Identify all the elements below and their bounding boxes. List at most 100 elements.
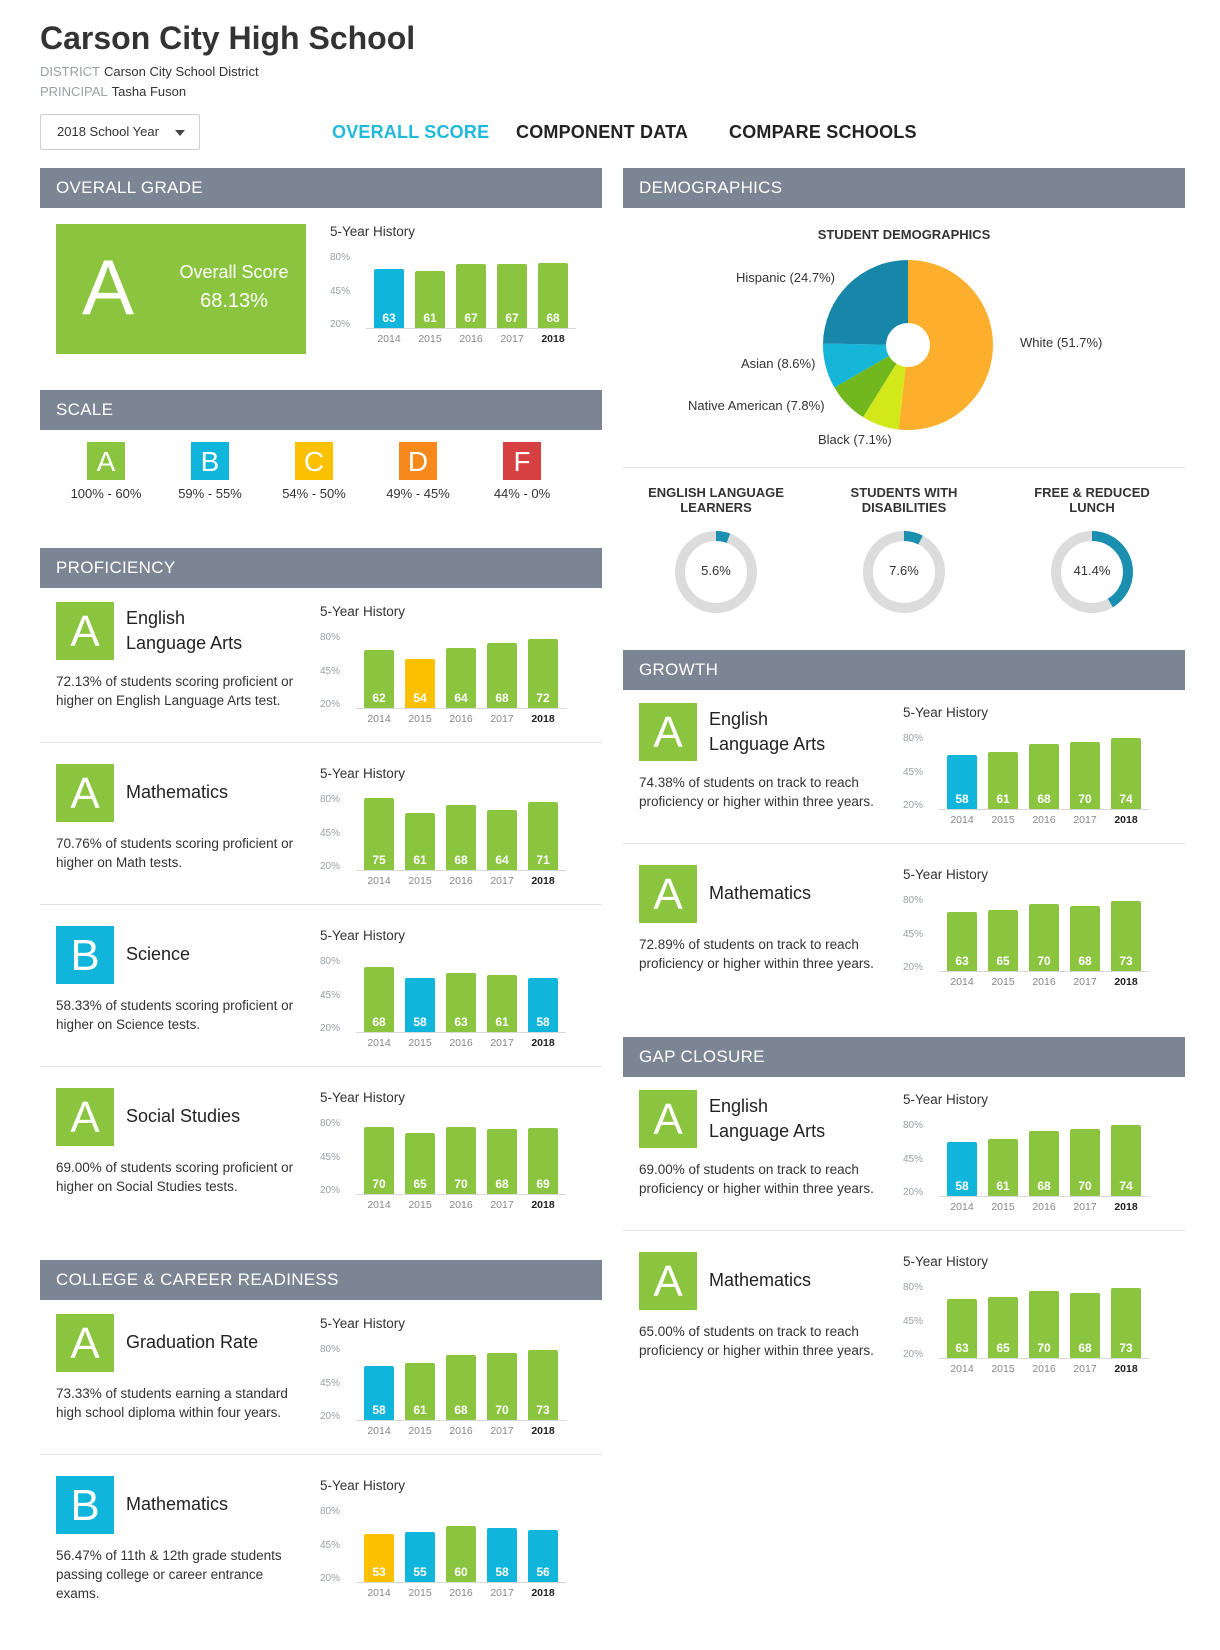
subject-grade-box: A bbox=[639, 703, 697, 761]
tab-component-data[interactable]: COMPONENT DATA bbox=[516, 122, 689, 142]
x-year-label: 2017 bbox=[1073, 976, 1097, 988]
x-year-label: 2017 bbox=[490, 713, 514, 725]
x-year-label: 2016 bbox=[449, 1425, 473, 1437]
caret-down-icon[interactable] bbox=[175, 130, 185, 136]
bar-value-label: 70 bbox=[1037, 954, 1051, 968]
y-tick-label: 45% bbox=[320, 666, 341, 677]
x-year-label: 2014 bbox=[367, 875, 391, 887]
donut-fill bbox=[1051, 531, 1133, 613]
subject-description: 58.33% of students scoring proficient or… bbox=[56, 998, 294, 1032]
history-bar: 70 bbox=[1070, 742, 1100, 809]
y-tick-label: 45% bbox=[320, 1540, 341, 1551]
y-tick-label: 45% bbox=[320, 828, 341, 839]
history-bar: 74 bbox=[1111, 1124, 1141, 1196]
history-title: 5-Year History bbox=[320, 766, 406, 781]
x-year-label: 2016 bbox=[1032, 1363, 1056, 1375]
pie-slice bbox=[863, 345, 908, 430]
subject-name: English Language Arts bbox=[126, 608, 243, 653]
tab-overall-score[interactable]: OVERALL SCORE bbox=[332, 122, 490, 142]
history-bar: 70 bbox=[487, 1353, 517, 1420]
row-divider bbox=[40, 1066, 602, 1067]
history-chart: 80% 45% 20% 53 2014 55 2015 60 2016 58 2017 56 2018 bbox=[320, 1502, 570, 1602]
chart-baseline bbox=[356, 1582, 566, 1583]
bar-value-label: 65 bbox=[996, 1341, 1010, 1355]
scale-item-c: C 54% - 50% bbox=[274, 442, 354, 501]
school-year-select[interactable]: 2018 School Year bbox=[40, 114, 200, 150]
bar-value-label: 74 bbox=[1119, 1178, 1133, 1193]
x-year-label: 2017 bbox=[490, 875, 514, 887]
tab-compare-schools[interactable]: COMPARE SCHOOLS bbox=[729, 122, 917, 142]
x-year-label: 2016 bbox=[1032, 976, 1056, 988]
pie-slice-label: Asian (8.6%) bbox=[741, 356, 816, 371]
pie-slice bbox=[823, 260, 908, 345]
bar-value-label: 75 bbox=[372, 853, 386, 867]
bar-value-label: 65 bbox=[996, 954, 1010, 968]
history-title: 5-Year History bbox=[903, 867, 989, 882]
bar-value-label: 58 bbox=[495, 1564, 509, 1579]
x-year-label: 2016 bbox=[1032, 1201, 1056, 1213]
x-year-label: 2014 bbox=[950, 976, 974, 988]
history-chart: 80% 45% 20% 75 2014 61 2015 68 2016 64 2017 71 2018 bbox=[320, 790, 570, 890]
history-bar: 61 bbox=[415, 270, 445, 328]
subject-description: 73.33% of students earning a standard hi… bbox=[56, 1386, 288, 1420]
row-divider bbox=[40, 742, 602, 743]
history-bar: 61 bbox=[405, 812, 435, 870]
pie-slice-label: Hispanic (24.7%) bbox=[736, 270, 835, 285]
demographics-header: DEMOGRAPHICS bbox=[623, 168, 1185, 208]
x-year-label: 2015 bbox=[991, 814, 1015, 826]
history-chart: 80% 45% 20% 63 2014 65 2015 70 2016 68 2017 73 2018 bbox=[903, 891, 1153, 991]
chart-baseline bbox=[356, 1032, 566, 1033]
history-chart: 80% 45% 20% 58 2014 61 2015 68 2016 70 2017 74 2018 bbox=[903, 1116, 1153, 1216]
x-year-label: 2017 bbox=[490, 1199, 514, 1211]
history-bar: 70 bbox=[1070, 1129, 1100, 1196]
subject-description: 72.13% of students scoring proficient or… bbox=[56, 674, 294, 708]
history-chart: 80% 45% 20% 63 2014 65 2015 70 2016 68 2017 73 2018 bbox=[903, 1278, 1153, 1378]
bar-value-label: 68 bbox=[1037, 791, 1051, 806]
history-title: 5-Year History bbox=[320, 1316, 406, 1331]
chart-baseline bbox=[939, 1196, 1149, 1197]
history-chart: 80% 45% 20% 58 2014 61 2015 68 2016 70 2017 73 2018 bbox=[320, 1340, 570, 1440]
history-bar: 74 bbox=[1111, 737, 1141, 809]
history-bar: 70 bbox=[1029, 1291, 1059, 1358]
history-bar: 68 bbox=[538, 263, 568, 328]
history-bar: 58 bbox=[528, 978, 558, 1032]
row-divider bbox=[40, 904, 602, 905]
subject-grade-box: B bbox=[56, 1476, 114, 1534]
scale-item-a: A 100% - 60% bbox=[66, 442, 146, 501]
x-year-label: 2016 bbox=[459, 333, 483, 345]
x-year-label: 2015 bbox=[991, 1363, 1015, 1375]
subject-description: 74.38% of students on track to reach pro… bbox=[639, 775, 874, 809]
history-bar: 67 bbox=[497, 264, 527, 328]
history-chart: 80% 45% 20% 70 2014 65 2015 70 2016 68 2017 69 2018 bbox=[320, 1114, 570, 1214]
chart-baseline bbox=[356, 870, 566, 871]
scale-grade-box: B bbox=[191, 442, 229, 480]
history-bar: 61 bbox=[405, 1362, 435, 1420]
y-tick-label: 20% bbox=[903, 1187, 924, 1198]
overall-score-card: A Overall Score 68.13% bbox=[56, 224, 306, 354]
x-year-label: 2016 bbox=[449, 1199, 473, 1211]
y-tick-label: 20% bbox=[903, 800, 924, 811]
x-year-label: 2018 bbox=[1114, 814, 1138, 826]
district-value: Carson City School District bbox=[103, 64, 259, 79]
bar-value-label: 70 bbox=[1078, 792, 1092, 806]
x-year-label: 2016 bbox=[449, 1037, 473, 1049]
bar-value-label: 63 bbox=[454, 1014, 468, 1029]
bar-value-label: 61 bbox=[413, 1402, 427, 1417]
bar-value-label: 63 bbox=[955, 1340, 969, 1355]
bar-value-label: 58 bbox=[372, 1402, 386, 1417]
y-tick-label: 45% bbox=[320, 990, 341, 1001]
metric-value: 5.6% bbox=[701, 563, 731, 578]
metric-donut bbox=[675, 531, 757, 613]
bar-value-label: 70 bbox=[454, 1177, 468, 1191]
x-year-label: 2018 bbox=[531, 1587, 555, 1599]
subject-grade-box: A bbox=[56, 1314, 114, 1372]
row-divider bbox=[623, 1230, 1185, 1231]
principal-key: PRINCIPAL bbox=[40, 84, 108, 99]
subject-description: 56.47% of 11th & 12th grade students pas… bbox=[56, 1548, 282, 1601]
x-year-label: 2018 bbox=[541, 333, 565, 345]
x-year-label: 2014 bbox=[367, 1037, 391, 1049]
x-year-label: 2015 bbox=[408, 875, 432, 887]
bar-value-label: 73 bbox=[536, 1402, 550, 1417]
history-bar: 68 bbox=[1029, 744, 1059, 809]
x-year-label: 2018 bbox=[531, 713, 555, 725]
